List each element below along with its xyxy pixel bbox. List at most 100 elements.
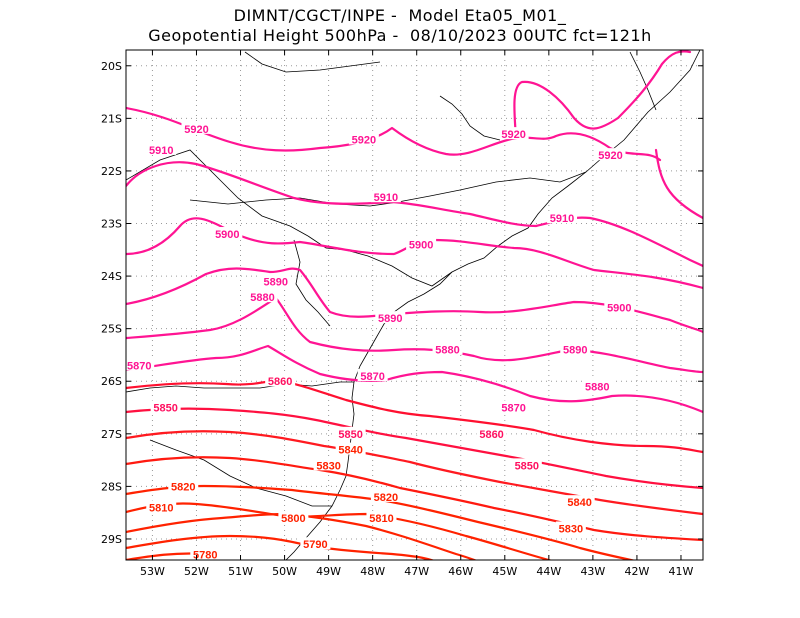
contour-label: 5890	[378, 313, 402, 325]
contour-label: 5870	[501, 403, 525, 415]
lon-tick-label: 45W	[492, 565, 517, 578]
contour-label-bg	[150, 400, 181, 413]
contour-label: 5780	[193, 550, 217, 562]
contour-label-bg	[476, 426, 507, 439]
state-border-sp-pr	[307, 235, 453, 287]
chart-title-line1: DIMNT/CGCT/INPE - Model Eta05_M01_	[233, 6, 567, 25]
lat-tick-label: 21S	[101, 112, 122, 125]
contour-label-bg	[212, 227, 243, 240]
contour-label-bg	[406, 237, 437, 250]
contour-label-bg	[265, 374, 296, 387]
river-parana	[293, 239, 331, 327]
contour-label-bg	[370, 190, 401, 203]
lon-tick-label: 52W	[184, 565, 209, 578]
contour-label: 5810	[149, 502, 173, 514]
contour-label-bg	[260, 274, 291, 287]
contour-label: 5830	[559, 523, 583, 535]
height-contours	[126, 50, 703, 560]
lat-tick-label: 29S	[101, 533, 122, 546]
contour-label: 5920	[501, 129, 525, 141]
coastline	[285, 50, 701, 560]
contour-label: 5900	[409, 240, 433, 252]
contour-5890	[126, 267, 703, 334]
contour-label: 5870	[360, 371, 384, 383]
graticule	[126, 50, 703, 560]
contour-5920-closing	[654, 148, 703, 220]
lon-tick-label: 47W	[404, 565, 429, 578]
contour-5800	[126, 512, 478, 560]
contour-label: 5890	[264, 276, 288, 288]
contour-5830	[126, 456, 703, 542]
contour-5870	[126, 344, 703, 414]
contour-label: 5850	[153, 403, 177, 415]
contour-label: 5870	[127, 360, 151, 372]
state-border-go-mg	[244, 51, 381, 73]
contour-label-bg	[300, 537, 331, 550]
lon-tick-label: 53W	[140, 565, 165, 578]
contour-label-bg	[582, 379, 613, 392]
lon-tick-label: 46W	[448, 565, 473, 578]
contour-label: 5840	[567, 497, 591, 509]
contour-label: 5920	[352, 134, 376, 146]
contour-label: 5880	[435, 345, 459, 357]
lat-tick-label: 28S	[101, 480, 122, 493]
contour-label-bg	[335, 426, 366, 439]
contour-label: 5850	[338, 429, 362, 441]
contour-label-bg	[511, 458, 542, 471]
contour-label-bg	[168, 479, 199, 492]
contour-labels: 5920 5920 5920 5920 5910 5910 5910 5900 5900 5900…	[124, 121, 635, 562]
contour-label: 5800	[281, 513, 305, 525]
contour-label-bg	[375, 311, 406, 324]
contour-label: 5910	[149, 145, 173, 157]
contour-label: 5910	[374, 192, 398, 204]
lon-tick-label: 48W	[360, 565, 385, 578]
lat-tick-label: 24S	[101, 270, 122, 283]
contour-label-bg	[366, 510, 397, 523]
lat-tick-label: 20S	[101, 60, 122, 73]
contour-label-bg	[247, 290, 278, 303]
contour-label-bg	[555, 521, 586, 534]
state-border-mg-es	[629, 51, 657, 111]
contour-label: 5820	[374, 492, 398, 504]
axis-tick-labels: 53W 52W 51W 50W 49W 48W 47W 46W 45W 44W 43W 42W 41W 2…	[101, 60, 694, 578]
lat-tick-label: 25S	[101, 323, 122, 336]
contour-5920-west	[126, 106, 662, 162]
plot-frame	[125, 49, 704, 561]
contour-label: 5840	[338, 445, 362, 457]
lon-tick-label: 43W	[580, 565, 605, 578]
axis-ticks	[126, 50, 703, 560]
contour-label-bg	[335, 442, 366, 455]
state-border-ms-sp	[126, 149, 309, 237]
lon-tick-label: 44W	[536, 565, 561, 578]
lon-tick-label: 42W	[624, 565, 649, 578]
contour-label-bg	[313, 458, 344, 471]
contour-label: 5820	[171, 481, 195, 493]
contour-5840	[126, 430, 703, 516]
contour-label-bg	[181, 121, 212, 134]
contour-label: 5860	[268, 376, 292, 388]
contour-label: 5880	[250, 292, 274, 304]
lat-tick-label: 27S	[101, 428, 122, 441]
contour-5910	[126, 161, 703, 268]
contour-label-bg	[547, 211, 578, 224]
contour-label-bg	[604, 300, 635, 313]
contour-label: 5920	[598, 150, 622, 162]
lat-tick-label: 23S	[101, 218, 122, 231]
lon-tick-label: 49W	[316, 565, 341, 578]
contour-label-bg	[370, 489, 401, 502]
lon-tick-label: 50W	[272, 565, 297, 578]
contour-label: 5900	[607, 303, 631, 315]
contour-label: 5790	[303, 539, 327, 551]
contour-label-bg	[498, 400, 529, 413]
contour-label-bg	[124, 358, 155, 371]
contour-label: 5850	[515, 460, 539, 472]
state-border-sc-rs	[149, 439, 332, 507]
contour-label: 5920	[184, 124, 208, 136]
contour-5920-east	[513, 50, 692, 140]
contour-label-bg	[595, 148, 626, 161]
contour-5790	[126, 534, 436, 560]
contour-5900	[126, 217, 703, 290]
contour-5860	[126, 378, 703, 454]
lat-tick-label: 22S	[101, 165, 122, 178]
contour-label: 5810	[369, 513, 393, 525]
